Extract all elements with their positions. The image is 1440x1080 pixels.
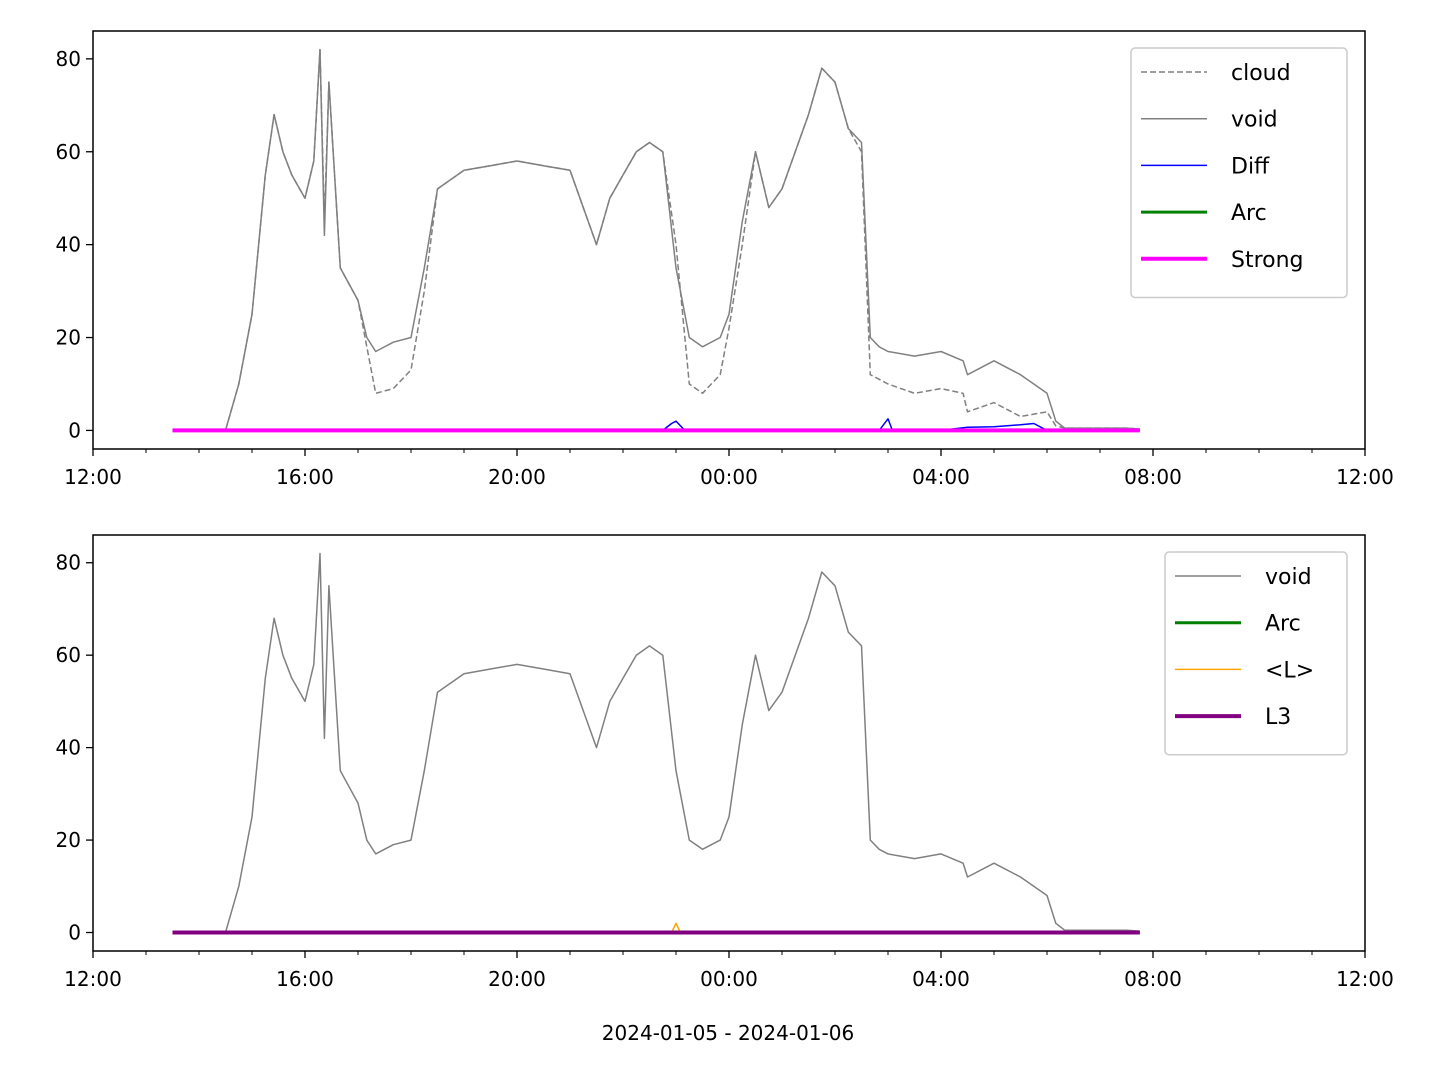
- y-tick-label: 60: [56, 140, 81, 164]
- x-tick-label: 00:00: [700, 465, 758, 489]
- x-tick-label: 04:00: [912, 465, 970, 489]
- y-tick-label: 0: [68, 921, 81, 945]
- x-tick-label: 08:00: [1124, 967, 1182, 991]
- x-tick-label: 00:00: [700, 967, 758, 991]
- y-tick-label: 80: [56, 47, 81, 71]
- legend-label: void: [1265, 565, 1312, 590]
- legend-box: [1164, 551, 1348, 756]
- x-tick-label: 12:00: [1336, 465, 1394, 489]
- legend-label: Strong: [1231, 248, 1304, 273]
- x-tick-label: 16:00: [276, 967, 334, 991]
- y-tick-label: 40: [56, 736, 81, 760]
- y-tick-label: 20: [56, 828, 81, 852]
- x-tick-label: 20:00: [488, 465, 546, 489]
- legend-label: void: [1231, 108, 1278, 133]
- x-tick-label: 12:00: [64, 465, 122, 489]
- legend-label: L3: [1265, 705, 1291, 730]
- x-tick-label: 08:00: [1124, 465, 1182, 489]
- x-tick-label: 12:00: [1336, 967, 1394, 991]
- x-tick-label: 04:00: [912, 967, 970, 991]
- series-line-void: [172, 48, 1140, 432]
- series-line-cloud: [172, 48, 1140, 432]
- legend-label: Arc: [1265, 612, 1301, 637]
- y-tick-label: 60: [56, 643, 81, 667]
- y-tick-label: 40: [56, 233, 81, 257]
- legend-box: [1130, 47, 1348, 299]
- figure-xlabel: 2024-01-05 - 2024-01-06: [602, 1021, 854, 1045]
- y-tick-label: 80: [56, 551, 81, 575]
- series-line-void: [172, 552, 1140, 934]
- x-tick-label: 20:00: [488, 967, 546, 991]
- y-tick-label: 20: [56, 326, 81, 350]
- legend-label: cloud: [1231, 61, 1291, 86]
- x-tick-label: 12:00: [64, 967, 122, 991]
- x-tick-label: 16:00: [276, 465, 334, 489]
- legend-label: <L>: [1265, 658, 1314, 683]
- bottom-chart-panel: 0 20 40 60 80 12:00 16:00 20:00 00:00 04:00 08:00 1…: [56, 534, 1394, 991]
- top-chart-panel: 0 20 40 60 80 12:00 16:00 20:00 00:00 04:00 08:00 1…: [56, 30, 1394, 489]
- legend-label: Diff: [1231, 154, 1270, 179]
- y-tick-label: 0: [68, 418, 81, 442]
- legend-label: Arc: [1231, 201, 1267, 226]
